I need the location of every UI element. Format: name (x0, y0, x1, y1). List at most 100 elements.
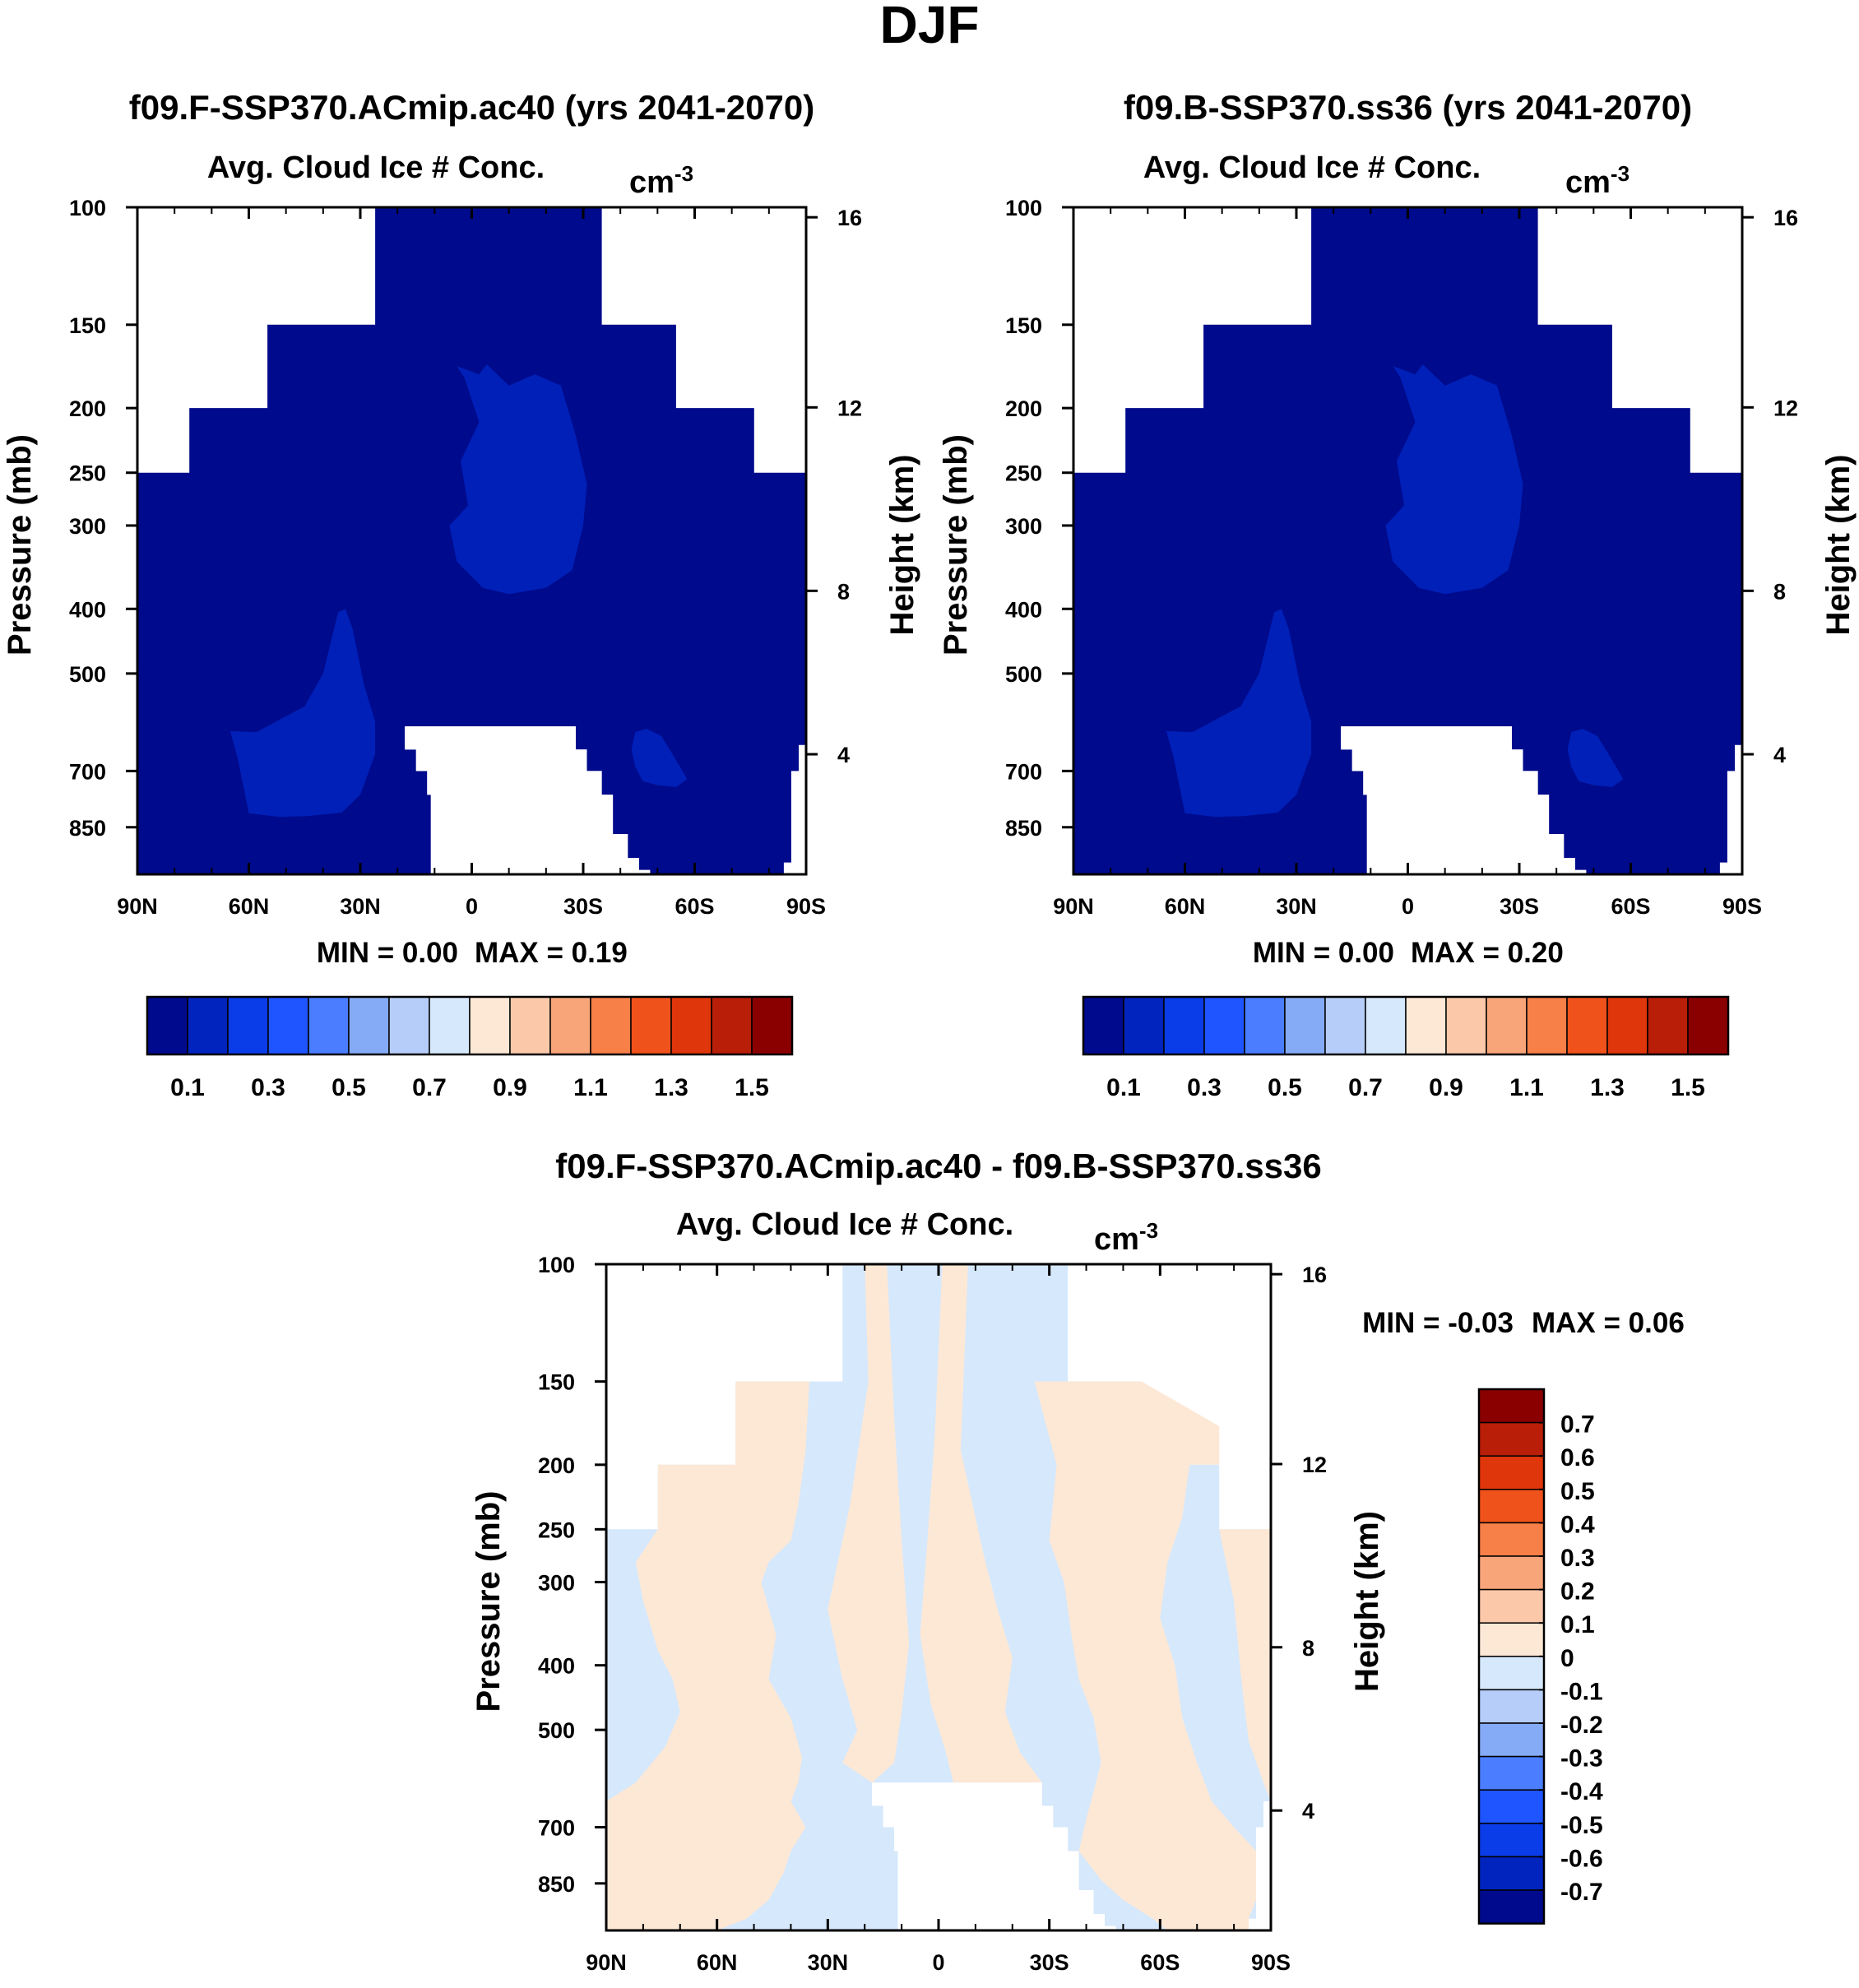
colorbar-swatch (1478, 1555, 1545, 1591)
colorbar-swatch (1606, 996, 1648, 1055)
colorbar-label: 0.5 (331, 1074, 366, 1101)
colorbar-swatch (308, 996, 350, 1055)
x-tick-label: 60N (229, 894, 270, 919)
y-tick-label: 100 (538, 1253, 575, 1277)
y-tick-label: 500 (69, 662, 106, 687)
colorbar-label: 0.4 (1560, 1511, 1595, 1538)
x-tick-label: 30N (340, 894, 381, 919)
colorbar-label: 0.5 (1268, 1074, 1302, 1101)
colorbar-swatch (590, 996, 632, 1055)
colorbar-label: -0.7 (1560, 1879, 1603, 1906)
colorbar-swatch (1082, 996, 1124, 1055)
colorbar-label: 0.7 (412, 1074, 447, 1101)
y-tick-label: 400 (69, 597, 106, 622)
x-tick-label: 0 (1402, 894, 1414, 919)
colorbar-swatch (1478, 1388, 1545, 1424)
x-tick-label: 60S (675, 894, 714, 919)
x-tick-label: 90N (586, 1950, 627, 1975)
colorbar-swatch (1566, 996, 1608, 1055)
colorbar-swatch (1478, 1588, 1545, 1624)
min-label: MIN = 0.00 (1253, 937, 1394, 969)
y2-tick-label: 12 (1773, 396, 1798, 420)
positive-difference-region-2 (828, 1264, 910, 1783)
colorbar-swatch (1123, 996, 1165, 1055)
colorbar-label: 0.3 (1187, 1074, 1222, 1101)
y-tick-label: 250 (538, 1518, 575, 1542)
y2-tick-label: 8 (837, 579, 850, 604)
x-tick-label: 30S (1500, 894, 1539, 919)
colorbar-label: -0.2 (1560, 1712, 1603, 1739)
colorbar-swatch (469, 996, 511, 1055)
y-tick-label: 100 (1005, 196, 1042, 220)
colorbar-swatch (630, 996, 672, 1055)
max-label: MAX = 0.19 (475, 937, 628, 969)
colorbar-label: 0.2 (1560, 1578, 1595, 1606)
positive-difference-region-5 (1219, 1529, 1271, 1801)
y-tick-label: 700 (538, 1816, 575, 1841)
y-axis-title: Pressure (mb) (2, 434, 38, 656)
y2-tick-label: 8 (1302, 1636, 1314, 1661)
colorbar-swatch (227, 996, 269, 1055)
y-tick-label: 200 (538, 1453, 575, 1478)
y-axis-title: Pressure (mb) (471, 1491, 507, 1712)
positive-difference-region-1 (606, 1381, 809, 1930)
y-tick-label: 100 (69, 196, 106, 220)
y2-tick-label: 12 (1302, 1453, 1327, 1477)
y-tick-label: 500 (1005, 662, 1042, 687)
y-tick-label: 850 (1005, 816, 1042, 841)
colorbar-swatch (146, 996, 188, 1055)
colorbar-swatch (1478, 1489, 1545, 1524)
positive-difference-region-4 (1034, 1381, 1256, 1930)
panel-title: f09.B-SSP370.ss36 (yrs 2041-2070) (1124, 88, 1692, 127)
ice-concentration-maximum-1 (449, 364, 587, 595)
colorbar-label: 1.5 (735, 1074, 769, 1101)
colorbar-label: -0.5 (1560, 1812, 1603, 1839)
variable-label: Avg. Cloud Ice # Conc. (676, 1207, 1013, 1242)
x-tick-label: 90S (1251, 1950, 1291, 1975)
y-tick-label: 850 (538, 1872, 575, 1897)
x-tick-label: 90S (1722, 894, 1762, 919)
y-tick-label: 200 (69, 396, 106, 421)
y2-tick-label: 16 (1302, 1263, 1327, 1287)
colorbar-swatch (1647, 996, 1689, 1055)
colorbar-label: -0.6 (1560, 1845, 1603, 1872)
y-tick-label: 250 (1005, 461, 1042, 486)
colorbar-swatch (751, 996, 793, 1055)
colorbar-swatch (1478, 1789, 1545, 1824)
missing-data-below-surface (872, 1782, 1116, 1930)
y-tick-label: 700 (69, 759, 106, 784)
colorbar-swatch (1526, 996, 1568, 1055)
x-tick-label: 0 (932, 1950, 944, 1975)
colorbar-swatch (1478, 1856, 1545, 1891)
ice-concentration-maximum-3 (631, 729, 688, 787)
colorbar-label: -0.3 (1560, 1745, 1603, 1773)
colorbar-label: 0.3 (1560, 1545, 1595, 1572)
variable-label: Avg. Cloud Ice # Conc. (207, 151, 545, 185)
x-tick-label: 30N (808, 1950, 849, 1975)
colorbar-swatch (711, 996, 753, 1055)
colorbar-label: 0 (1560, 1645, 1574, 1672)
colorbar-swatch (1486, 996, 1528, 1055)
missing-data-below-surface (405, 726, 651, 874)
ice-concentration-maximum-2 (1166, 609, 1312, 818)
x-tick-label: 90N (1053, 894, 1094, 919)
colorbar-swatch (509, 996, 551, 1055)
colorbar-swatch (1478, 1755, 1545, 1791)
colorbar-label: -0.4 (1560, 1778, 1603, 1805)
y2-tick-label: 8 (1773, 579, 1786, 604)
colorbar-label: 0.1 (170, 1074, 205, 1101)
y2-axis-title: Height (km) (1349, 1511, 1385, 1692)
colorbar-swatch (388, 996, 430, 1055)
x-tick-label: 60N (1165, 894, 1206, 919)
colorbar-swatch (1203, 996, 1245, 1055)
x-tick-label: 60S (1140, 1950, 1180, 1975)
panel-title: f09.F-SSP370.ACmip.ac40 (yrs 2041-2070) (129, 88, 814, 127)
colorbar-swatch (1284, 996, 1326, 1055)
colorbar-label: 0.9 (493, 1074, 527, 1101)
colorbar-swatch (1478, 1722, 1545, 1758)
colorbar-label: 1.3 (1590, 1074, 1625, 1101)
colorbar-swatch (1478, 1689, 1545, 1724)
y-tick-label: 300 (69, 514, 106, 539)
y-tick-label: 250 (69, 461, 106, 486)
